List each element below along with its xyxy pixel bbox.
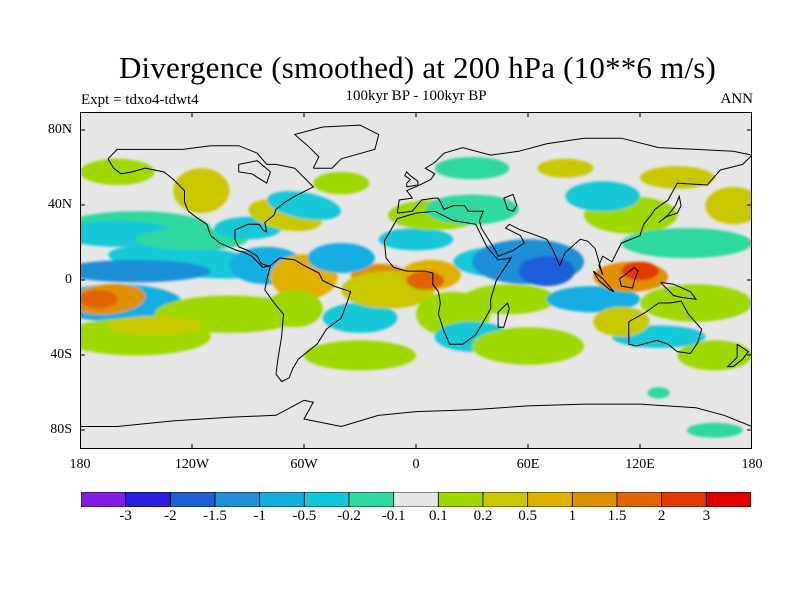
madagascar-coast [497,302,510,328]
lon-label-180e: 180 [741,457,763,472]
field-patch [686,422,743,438]
south-america-coast [264,257,352,383]
hudson-bay-coast [238,160,271,184]
colorbar-label: -3 [119,508,132,524]
eurasia-coast [396,137,752,276]
field-patch [640,166,715,189]
experiment-label: Expt = tdxo4-tdwt4 [81,92,199,108]
lon-label-0: 0 [412,457,420,472]
north-america-coast [107,145,315,268]
divergence-map [80,112,752,449]
colorbar-label: 0.2 [473,508,493,524]
field-patch [640,284,752,322]
lat-label-40s: 40S [50,347,72,362]
new-zealand-coast [726,343,750,368]
lon-label-180w: 180 [69,457,91,472]
lat-label-40n: 40N [47,197,72,212]
africa-coast [383,210,513,345]
field-patch [593,306,650,337]
season-label: ANN [720,91,754,107]
colorbar-box [661,492,707,507]
lon-label-120e: 120E [625,457,655,472]
field-patch [322,302,398,333]
colorbar-label: 1.5 [607,508,627,524]
field-patch [434,157,510,180]
lon-label-60e: 60E [516,457,540,472]
map-panel [80,112,752,449]
field-patch [705,186,752,225]
colorbar-label: 0.1 [428,508,448,524]
colorbar-box [482,492,529,507]
field-patch [537,158,594,178]
field-patch [565,181,640,212]
period-label: 100kyr BP - 100kyr BP [345,88,487,104]
field-patch [462,284,556,315]
colorbar-box [303,492,350,507]
divergence-field [80,157,752,438]
field-patch [647,387,670,399]
japan-coast [658,194,682,223]
colorbar-box [259,492,305,507]
field-patch [621,228,752,259]
colorbar-box [616,492,663,507]
plot-title: Divergence (smoothed) at 200 hPa (10**6 … [118,50,717,85]
lon-label-60w: 60W [290,457,318,472]
axis-ticks [80,112,752,449]
field-patch [80,289,118,309]
colorbar-box [571,492,618,507]
field-patch [304,340,416,371]
colorbar-label: -0.2 [337,508,361,524]
colorbar-label: 0.5 [518,508,538,524]
field-patch [546,286,640,313]
colorbar-box [527,492,573,507]
field-patch [173,168,230,214]
lat-label-80n: 80N [47,122,72,137]
colorbar-label: -2 [164,508,177,524]
field-patch [406,271,444,290]
field-patch [425,194,519,225]
colorbar-label: 3 [702,508,711,524]
field-patch [472,327,584,365]
borneo-coast [619,266,639,289]
antarctica-coast [80,399,752,428]
colorbar-label: 2 [657,508,666,524]
field-patch [621,261,659,281]
colorbar-box [81,492,127,507]
colorbar-box [214,492,261,507]
field-patch [80,158,155,185]
field-patch [267,191,341,221]
colorbar-label: -1.5 [203,508,227,524]
coastlines [80,124,752,428]
field-patch [518,256,575,287]
colorbar-box [348,492,395,507]
colorbar-box [393,492,439,507]
new-guinea-coast [660,281,698,300]
colorbar-label: -0.1 [381,508,406,524]
lon-label-120w: 120W [174,457,210,472]
sumatra-coast [592,270,615,293]
lat-label-80s: 80S [50,422,72,437]
colorbar-box [705,492,751,507]
colorbar-box [125,492,171,507]
field-patch [266,289,323,328]
colorbar-label: 1 [568,508,577,524]
field-patch [677,340,752,371]
field-patch [313,171,370,195]
colorbar-label: -0.5 [292,508,317,524]
field-patch [307,243,375,273]
map-frame [80,112,752,449]
colorbar-box [437,492,484,507]
lat-label-0: 0 [65,272,72,287]
colorbar-label: -1 [253,508,266,524]
greenland-coast [293,124,380,169]
caspian-coast [503,193,518,212]
field-patch [378,228,454,251]
field-patch [108,316,202,335]
australia-coast [628,300,703,355]
colorbar-box [169,492,216,507]
field-patch [80,259,211,283]
colorbar [81,492,751,507]
uk-coast [404,171,419,188]
